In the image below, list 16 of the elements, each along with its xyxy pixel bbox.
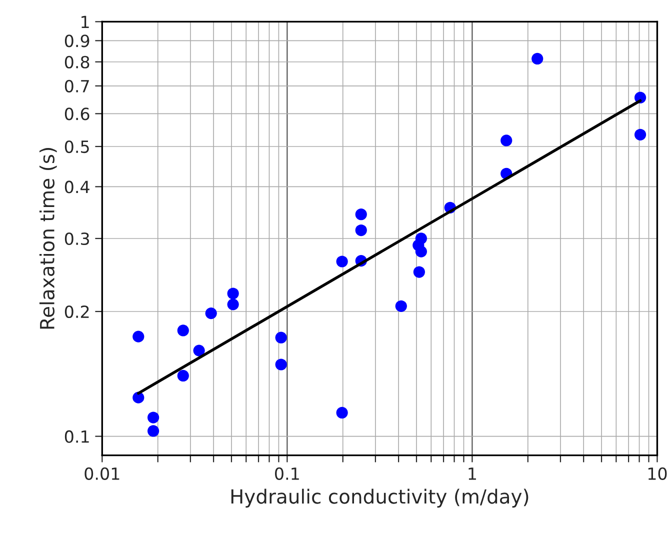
y-tick-label: 0.7 (64, 80, 89, 92)
x-axis-title: Hydraulic conductivity (m/day) (231, 488, 528, 508)
x-tick-label: 1 (468, 468, 476, 480)
y-tick-label: 0.6 (64, 108, 90, 120)
y-tick-label: 0.1 (64, 430, 89, 443)
x-tick-label: 0.1 (275, 467, 299, 480)
y-tick-label: 1 (82, 16, 89, 28)
y-tick-label: 0.4 (64, 180, 90, 194)
y-tick-label: 0.5 (64, 140, 89, 154)
y-tick-label: 0.3 (64, 232, 90, 246)
x-tick-label: 0.01 (84, 467, 120, 480)
y-tick-label: 0.8 (64, 56, 90, 68)
y-axis-title: Relaxation time (s) (39, 148, 57, 329)
x-tick-label: 10 (648, 467, 667, 480)
y-tick-label: 0.2 (64, 305, 89, 318)
y-tick-label: 0.9 (64, 34, 90, 48)
